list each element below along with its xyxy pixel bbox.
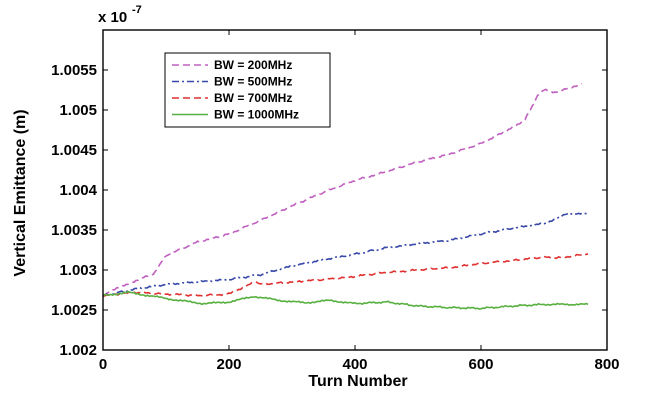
x-axis-title: Turn Number bbox=[308, 373, 407, 390]
ticks-layer: 0 200 400 600 800 1.002 1.0025 1.003 1.0035 1.004… bbox=[51, 30, 620, 373]
y-tick-label: 1.005 bbox=[59, 102, 97, 119]
y-tick-label: 1.0035 bbox=[51, 222, 97, 239]
y-tick-label: 1.0055 bbox=[51, 62, 97, 79]
y-tick-label: 1.0025 bbox=[51, 302, 97, 319]
x-tick-label: 800 bbox=[594, 356, 619, 373]
series-line-2 bbox=[102, 253, 589, 298]
y-exponent-label: -7 bbox=[132, 4, 142, 16]
x-tick-label: 400 bbox=[342, 356, 367, 373]
legend-label-0: BW = 200MHz bbox=[214, 58, 292, 72]
y-tick-label: 1.003 bbox=[59, 262, 97, 279]
y-tick-label: 1.004 bbox=[59, 182, 97, 199]
series-line-1 bbox=[102, 211, 589, 297]
x-tick-label: 600 bbox=[468, 356, 493, 373]
y-axis-title: Vertical Emittance (m) bbox=[12, 109, 29, 276]
x-tick-label: 200 bbox=[216, 356, 241, 373]
legend-label-1: BW = 500MHz bbox=[214, 75, 292, 89]
y-tick-label: 1.0045 bbox=[51, 142, 97, 159]
series-line-0 bbox=[103, 82, 583, 296]
y-multiplier-label: x 10 bbox=[98, 9, 127, 26]
legend-label-2: BW = 700MHz bbox=[214, 91, 292, 105]
x-tick-label: 0 bbox=[99, 356, 107, 373]
legend: BW = 200MHz BW = 500MHz BW = 700MHz BW = 10… bbox=[164, 52, 331, 128]
y-tick-label: 1.002 bbox=[59, 342, 97, 359]
series-layer bbox=[102, 82, 589, 310]
series-line-3 bbox=[102, 290, 589, 310]
legend-label-3: BW = 1000MHz bbox=[214, 108, 299, 122]
